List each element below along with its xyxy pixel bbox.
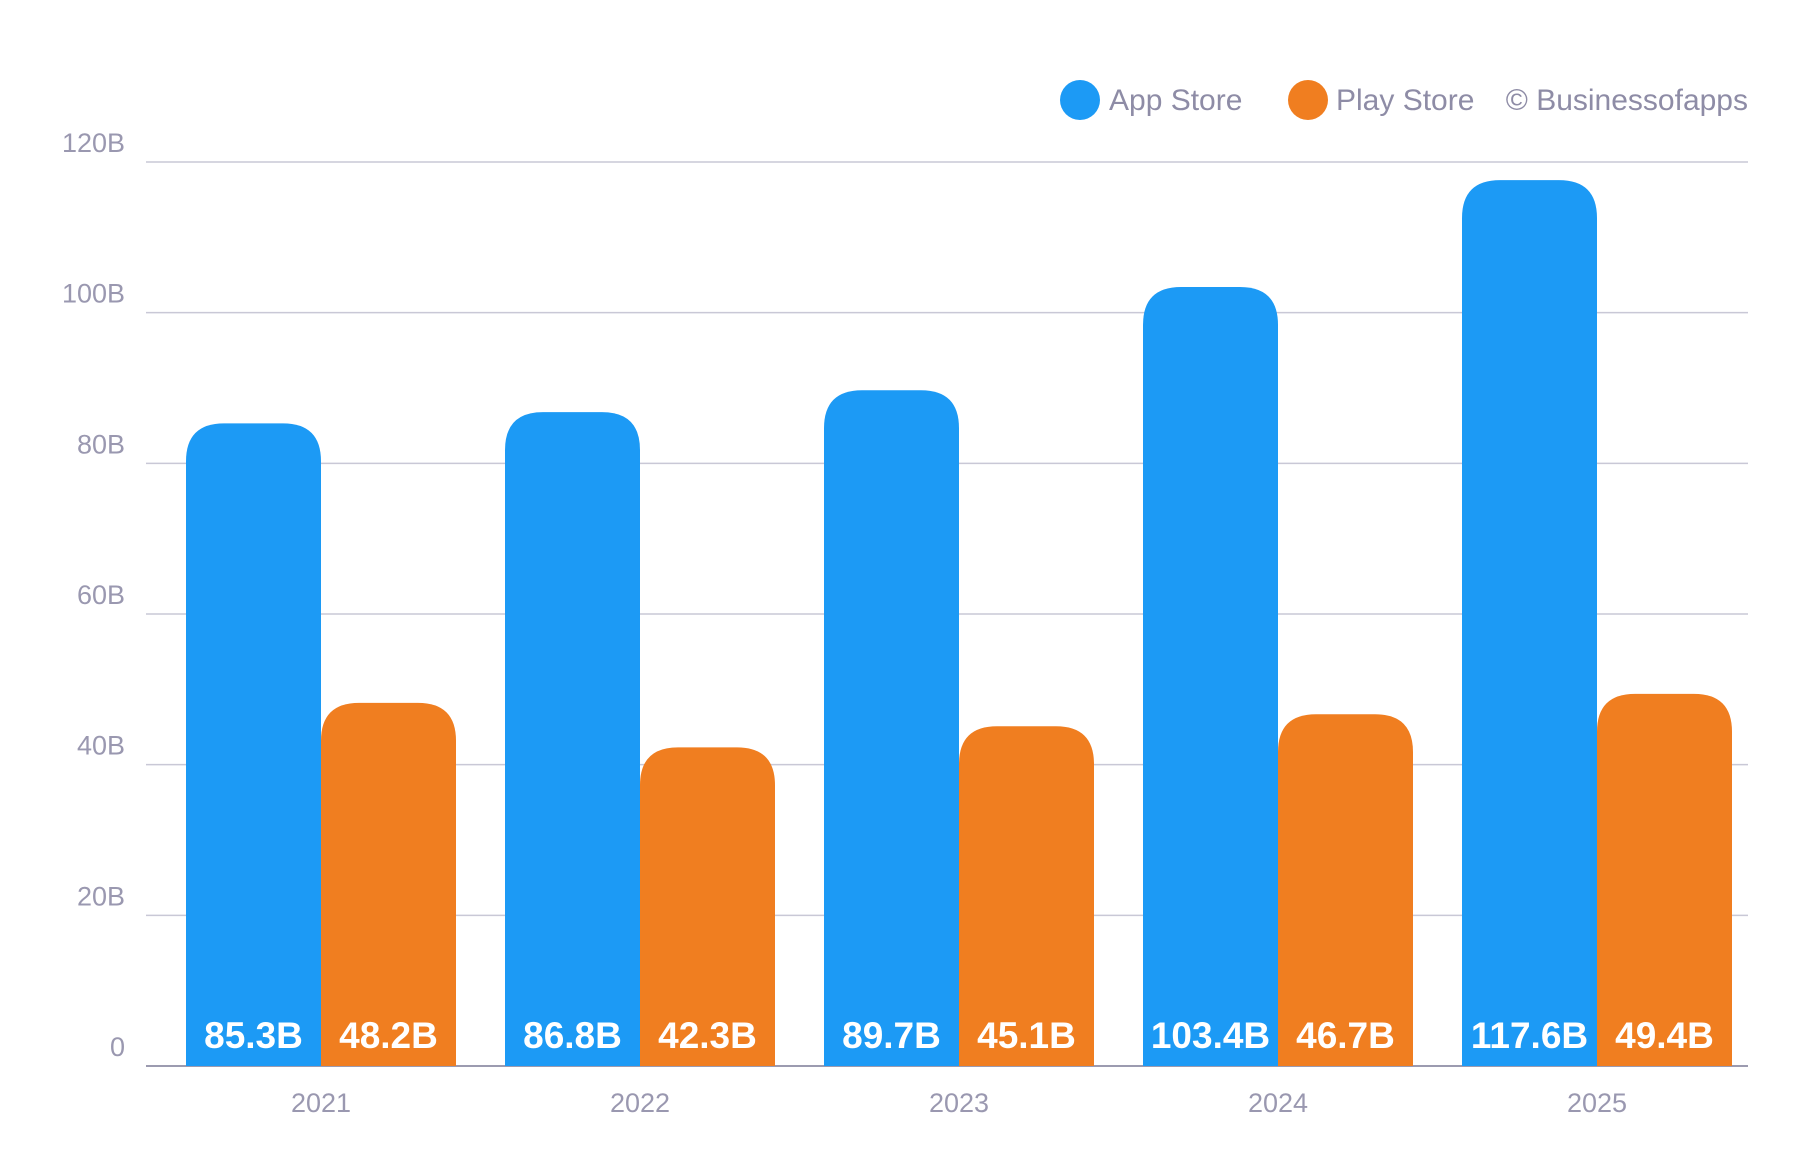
- x-tick-label: 2025: [1567, 1088, 1627, 1118]
- bar-play-store-2025: [1597, 693, 1732, 1066]
- bar-app-store-2023: [824, 390, 959, 1066]
- data-label-app-store-2022: 86.8B: [523, 1015, 622, 1056]
- y-tick-label: 120B: [62, 128, 125, 158]
- y-axis-ticks: 0 20B 40B 60B 80B 100B 120B: [62, 128, 125, 1062]
- bar-app-store-2024: [1143, 287, 1278, 1066]
- legend-swatch-app-store: [1060, 80, 1100, 120]
- legend-swatch-play-store: [1288, 80, 1328, 120]
- legend-label-play-store: Play Store: [1336, 84, 1474, 117]
- source-credit: © Businessofapps: [1506, 84, 1748, 117]
- data-label-play-store-2022: 42.3B: [658, 1015, 757, 1056]
- x-tick-label: 2024: [1248, 1088, 1308, 1118]
- bar-play-store-2021: [321, 702, 456, 1066]
- y-tick-label: 80B: [77, 429, 125, 459]
- y-tick-label: 20B: [77, 881, 125, 911]
- bar-play-store-2023: [959, 726, 1094, 1066]
- data-label-play-store-2021: 48.2B: [339, 1015, 438, 1056]
- data-label-play-store-2025: 49.4B: [1615, 1015, 1714, 1056]
- bar-app-store-2022: [505, 412, 640, 1066]
- x-axis-ticks: 2021 2022 2023 2024 2025: [291, 1088, 1627, 1118]
- x-tick-label: 2022: [610, 1088, 670, 1118]
- bars: [186, 180, 1732, 1066]
- y-tick-label: 60B: [77, 580, 125, 610]
- bar-play-store-2024: [1278, 714, 1413, 1066]
- y-tick-label: 0: [110, 1032, 125, 1062]
- data-label-app-store-2024: 103.4B: [1151, 1015, 1270, 1056]
- data-label-app-store-2021: 85.3B: [204, 1015, 303, 1056]
- bar-app-store-2025: [1462, 180, 1597, 1066]
- x-tick-label: 2023: [929, 1088, 989, 1118]
- data-label-app-store-2023: 89.7B: [842, 1015, 941, 1056]
- y-tick-label: 40B: [77, 731, 125, 761]
- x-tick-label: 2021: [291, 1088, 351, 1118]
- bar-play-store-2022: [640, 747, 775, 1066]
- data-label-play-store-2023: 45.1B: [977, 1015, 1076, 1056]
- legend: App Store Play Store © Businessofapps: [1060, 80, 1748, 120]
- y-tick-label: 100B: [62, 279, 125, 309]
- data-labels: 85.3B 48.2B 86.8B 42.3B 89.7B 45.1B 103.4B 46.7…: [204, 1015, 1714, 1056]
- legend-label-app-store: App Store: [1109, 84, 1242, 117]
- bar-app-store-2021: [186, 423, 321, 1066]
- data-label-app-store-2025: 117.6B: [1471, 1015, 1588, 1056]
- data-label-play-store-2024: 46.7B: [1296, 1015, 1395, 1056]
